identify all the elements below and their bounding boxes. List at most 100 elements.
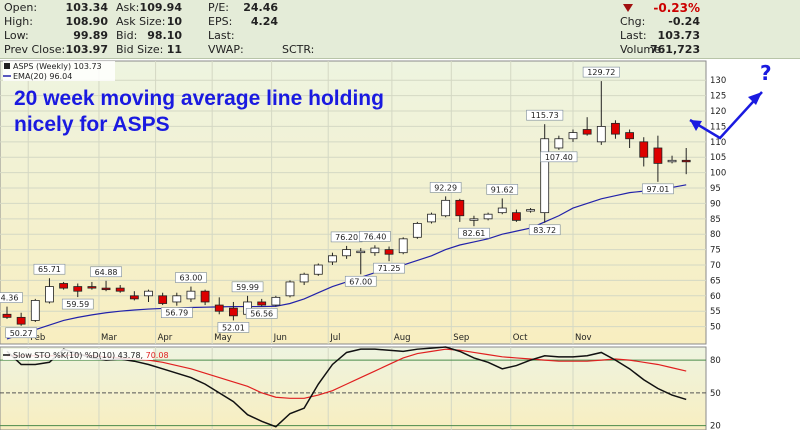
candle-body — [186, 290, 196, 300]
price-label: 54.36 — [0, 294, 18, 303]
trend-arrow — [689, 91, 763, 140]
y-tick-label: 110 — [710, 138, 726, 148]
candle — [73, 283, 83, 298]
y-tick-label: 100 — [710, 169, 726, 179]
quote-label: Bid Size: — [116, 43, 164, 56]
candle — [115, 285, 125, 293]
candle-body — [554, 138, 564, 149]
quote-label: High: — [4, 15, 33, 28]
candle — [512, 209, 521, 222]
price-label-box — [528, 224, 561, 236]
candle — [455, 198, 465, 222]
change-percent: -0.23% — [653, 1, 700, 15]
x-tick-label: May — [214, 333, 232, 343]
price-label: 52.01 — [222, 323, 245, 332]
quote-value: 103.73 — [657, 29, 700, 42]
candle — [186, 286, 196, 302]
candle — [16, 312, 26, 326]
candle-body — [73, 286, 83, 292]
y-tick-label: 95 — [710, 184, 721, 194]
candle-body — [115, 287, 125, 292]
annotation-line-1: 20 week moving average line holding — [14, 87, 384, 110]
legend-swatch — [4, 63, 10, 69]
candle — [59, 281, 68, 290]
candle — [172, 292, 182, 306]
candle — [342, 245, 352, 259]
candle-body — [469, 218, 479, 221]
candle-body — [313, 264, 323, 275]
price-label: 107.40 — [545, 153, 573, 162]
price-label-box — [33, 263, 66, 275]
candle — [101, 280, 111, 292]
y-tick-label: 60 — [710, 292, 721, 302]
candle — [639, 137, 649, 167]
candle — [384, 246, 394, 262]
quote-label: EPS: — [208, 15, 233, 28]
quote-label: Ask Size: — [116, 15, 166, 28]
candle-body — [596, 126, 606, 143]
candle-body — [328, 255, 337, 263]
candle-body — [667, 159, 677, 163]
x-tick-label: Feb — [30, 333, 45, 343]
price-label: 129.72 — [587, 68, 615, 77]
quote-label: Last: — [620, 29, 647, 42]
y-tick-label: 125 — [710, 92, 726, 102]
sto-legend-label: Slow STO %K(10) %D(10) 43.78, 70.08 — [13, 351, 169, 360]
candle-body — [59, 283, 68, 289]
legend-bg — [3, 61, 115, 81]
sto-legend-bg — [3, 349, 153, 360]
legend-label: ASPS (Weekly) 103.73 — [13, 62, 102, 71]
price-label-box — [245, 308, 278, 319]
y-tick-label: 105 — [710, 153, 726, 163]
candle-body — [483, 213, 493, 220]
y-tick-label: 50 — [710, 323, 721, 333]
x-tick-label: Aug — [394, 333, 411, 343]
candle-body — [228, 307, 238, 317]
y-tick-label: 65 — [710, 276, 721, 286]
quote-value: -0.24 — [668, 15, 700, 28]
x-tick-label: Oct — [513, 333, 528, 343]
candle — [158, 292, 168, 306]
y-tick-label: 55 — [710, 307, 721, 317]
candle-body — [611, 122, 620, 135]
candle — [144, 289, 153, 302]
price-label: 82.61 — [462, 229, 485, 238]
price-label: 83.72 — [533, 226, 556, 235]
candle-body — [398, 238, 408, 254]
quote-value: 103.97 — [65, 43, 108, 56]
candle — [611, 120, 620, 139]
candle — [200, 289, 210, 306]
quote-label: P/E: — [208, 1, 229, 14]
candle — [370, 245, 380, 256]
price-label: 59.99 — [236, 283, 259, 292]
candle-body — [271, 296, 281, 306]
price-label: 115.73 — [531, 111, 559, 120]
x-tick-label: Jul — [329, 333, 340, 343]
candle-body — [45, 286, 54, 303]
price-label: 91.62 — [491, 185, 514, 194]
candle-body — [257, 301, 267, 306]
candle-body — [568, 132, 578, 140]
candle-body — [427, 213, 436, 223]
price-label-box — [582, 66, 620, 78]
x-tick-label: Mar — [101, 333, 118, 343]
down-arrow-icon — [623, 4, 633, 12]
price-label: 67.00 — [349, 277, 372, 286]
candle — [483, 212, 493, 221]
y-tick-label: 130 — [710, 76, 726, 86]
price-label-box — [642, 183, 674, 195]
y-tick-label: 115 — [710, 122, 726, 132]
candle-body — [2, 313, 12, 318]
quote-label: VWAP: — [208, 43, 244, 56]
candle — [129, 291, 139, 301]
y-tick-label: 80 — [710, 230, 721, 240]
quote-label: Chg: — [620, 15, 646, 28]
candle — [625, 129, 634, 148]
quote-value: 109.94 — [139, 1, 182, 14]
y-tick-label: 85 — [710, 215, 721, 225]
candle — [497, 198, 507, 215]
candle-body — [87, 286, 97, 289]
candle — [596, 81, 606, 145]
quote-value: 103.34 — [65, 1, 108, 14]
